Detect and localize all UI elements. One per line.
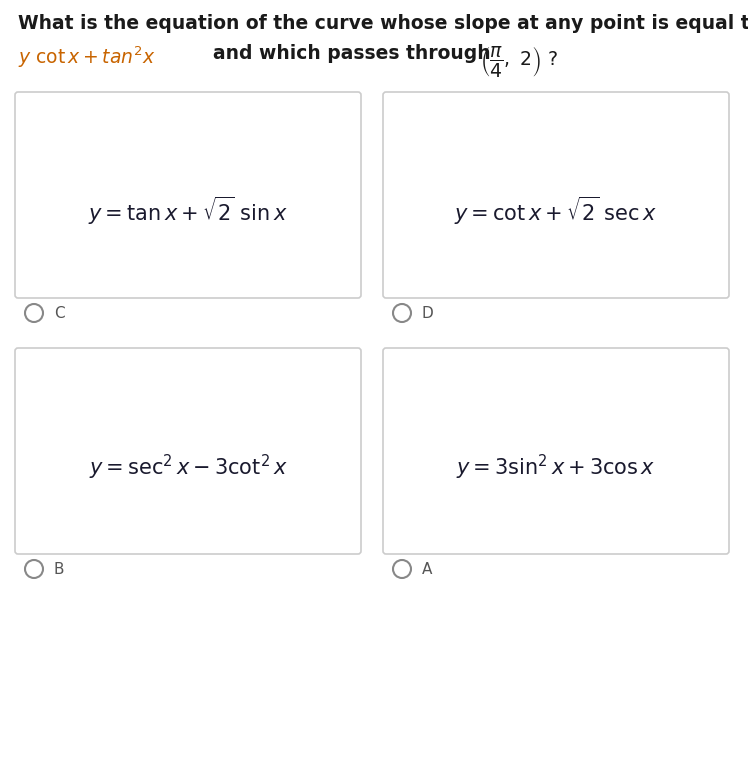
Text: What is the equation of the curve whose slope at any point is equal to: What is the equation of the curve whose … bbox=[18, 14, 748, 33]
Text: $y = \cot x + \sqrt{2}\ \sec x$: $y = \cot x + \sqrt{2}\ \sec x$ bbox=[455, 195, 657, 228]
FancyBboxPatch shape bbox=[383, 348, 729, 554]
Text: and which passes through: and which passes through bbox=[200, 44, 503, 63]
Text: D: D bbox=[422, 306, 434, 320]
Circle shape bbox=[393, 560, 411, 578]
Text: $\left(\dfrac{\pi}{4},\ 2\right)$ ?: $\left(\dfrac{\pi}{4},\ 2\right)$ ? bbox=[480, 44, 558, 79]
FancyBboxPatch shape bbox=[15, 348, 361, 554]
Text: $y = \tan x + \sqrt{2}\ \sin x$: $y = \tan x + \sqrt{2}\ \sin x$ bbox=[88, 195, 288, 228]
FancyBboxPatch shape bbox=[15, 92, 361, 298]
FancyBboxPatch shape bbox=[383, 92, 729, 298]
Text: $y = 3\sin^2 x + 3\cos x$: $y = 3\sin^2 x + 3\cos x$ bbox=[456, 453, 656, 482]
Text: B: B bbox=[54, 561, 64, 577]
Circle shape bbox=[393, 304, 411, 322]
Text: $y = \sec^2 x - 3\cot^2 x$: $y = \sec^2 x - 3\cot^2 x$ bbox=[88, 453, 287, 482]
Text: A: A bbox=[422, 561, 432, 577]
Text: C: C bbox=[54, 306, 64, 320]
Circle shape bbox=[25, 560, 43, 578]
Text: $y\ \mathrm{cot}\,x + \mathit{tan}^2x$: $y\ \mathrm{cot}\,x + \mathit{tan}^2x$ bbox=[18, 44, 156, 70]
Circle shape bbox=[25, 304, 43, 322]
